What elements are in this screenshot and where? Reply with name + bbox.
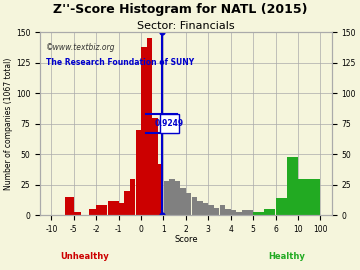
Bar [197,201,203,215]
Bar [96,205,107,215]
Bar [203,203,208,215]
Bar [186,193,192,215]
Bar [89,209,96,215]
Bar [298,179,320,215]
X-axis label: Score: Score [174,235,198,244]
Bar [237,212,242,215]
Bar [124,191,130,215]
Bar [65,197,74,215]
Bar [242,210,253,215]
Text: Z''-Score Histogram for NATL (2015): Z''-Score Histogram for NATL (2015) [53,3,307,16]
Bar [108,201,118,215]
Text: 0.9249: 0.9249 [154,119,184,128]
Bar [265,209,275,215]
Text: Unhealthy: Unhealthy [60,252,109,261]
Bar [169,179,175,215]
Bar [192,197,197,215]
Y-axis label: Number of companies (1067 total): Number of companies (1067 total) [4,58,13,190]
Bar [135,130,141,215]
Bar [220,205,225,215]
Bar [208,205,214,215]
Text: The Research Foundation of SUNY: The Research Foundation of SUNY [46,58,194,67]
Bar [141,47,147,215]
Bar [158,164,163,215]
FancyBboxPatch shape [159,114,179,133]
Bar [214,208,220,215]
Bar [231,210,236,215]
Bar [163,181,169,215]
Bar [276,198,287,215]
Bar [152,117,158,215]
Bar [287,157,298,215]
Bar [253,212,264,215]
Text: Healthy: Healthy [268,252,305,261]
Bar [74,212,81,215]
Title: Sector: Financials: Sector: Financials [137,21,235,31]
Bar [147,38,152,215]
Bar [130,179,135,215]
Bar [225,209,231,215]
Bar [175,181,180,215]
Bar [180,188,186,215]
Bar [119,203,124,215]
Text: ©www.textbiz.org: ©www.textbiz.org [46,43,116,52]
